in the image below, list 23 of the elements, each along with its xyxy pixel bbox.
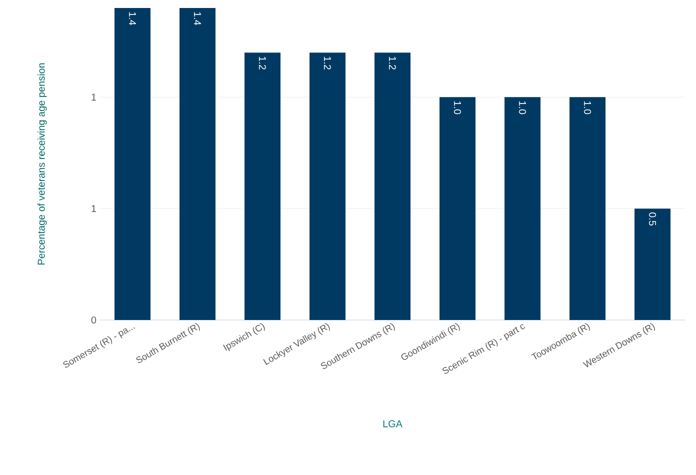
y-tick-label: 1 [92,94,96,101]
x-axis-title: LGA [383,420,402,428]
bar [570,97,606,320]
data-label: 1.2 [389,56,396,70]
data-label: 1.4 [194,12,201,26]
data-label: 1.0 [454,101,462,114]
bar [440,97,476,320]
data-label: 1.0 [584,101,592,114]
bar [310,52,346,320]
bar [114,8,150,320]
data-label: 1.0 [518,101,526,114]
bar [180,8,216,320]
data-label: 1.4 [129,12,136,26]
bar [634,208,671,320]
data-label: 1.2 [259,56,266,70]
y-tick-label: 0 [91,316,96,324]
y-axis-title: Percentage of veterans receiving age pension [37,63,47,265]
bar [244,52,280,320]
data-label: 1.2 [324,56,331,70]
bar [504,97,541,320]
y-tick-label: 1 [92,205,96,212]
data-label: 0.5 [648,212,656,226]
bar [374,52,411,320]
